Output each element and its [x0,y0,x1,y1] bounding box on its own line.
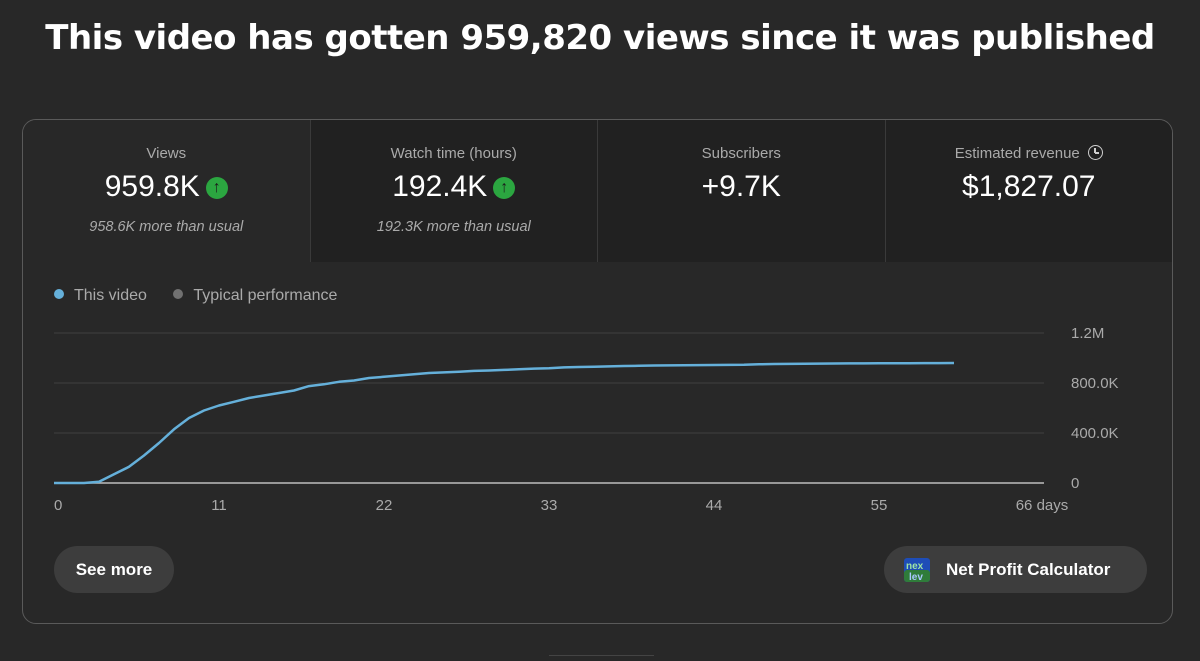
metric-note: 958.6K more than usual [89,219,244,235]
logo-text-top: nex [906,561,924,572]
arrow-up-icon: ↑ [205,177,228,199]
clock-icon[interactable] [1087,145,1103,160]
metric-tab-subscribers[interactable]: Subscribers +9.7K [598,120,886,262]
series-line-this-video [54,361,955,485]
legend-item-this-video[interactable]: This video [54,287,147,304]
legend-dot [173,289,184,299]
legend-label: This video [74,287,147,304]
x-tick-label: 22 [376,497,393,514]
bottom-divider [549,655,654,656]
legend-label: Typical performance [193,287,338,304]
y-tick-label: 0 [1071,475,1079,492]
legend-item-typical[interactable]: Typical performance [173,287,337,304]
x-tick-label: 44 [706,497,723,514]
x-tick-label: 55 [871,497,888,514]
y-tick-label: 800.0K [1071,375,1119,392]
metric-note: 192.3K more than usual [376,219,531,235]
views-line-chart[interactable]: 0 400.0K 800.0K 1.2M 0 11 22 33 44 55 66 days [23,120,1173,540]
metric-value: 959.8K ↑ [23,170,310,204]
chart-legend: This video Typical performance [54,287,359,305]
x-tick-label: 0 [54,497,62,514]
metric-label: Watch time (hours) [390,145,517,162]
metric-tab-watch-time[interactable]: Watch time (hours) 192.4K ↑ 192.3K more t… [310,120,598,262]
y-tick-label: 1.2M [1071,325,1104,342]
metric-value: +9.7K [701,170,781,203]
metric-tab-views[interactable]: Views 959.8K ↑ 958.6K more than usual [23,120,311,262]
analytics-card: Views 959.8K ↑ 958.6K more than usual Wat… [22,119,1173,624]
metric-value: $1,827.07 [962,170,1096,203]
metric-label: Views [146,145,187,162]
x-tick-label: 66 days [1016,497,1069,514]
nexlev-logo-icon: nex lev [904,558,930,582]
metric-tab-revenue[interactable]: Estimated revenue $1,827.07 [885,120,1173,262]
see-more-button[interactable]: See more [54,546,174,593]
y-tick-label: 400.0K [1071,425,1119,442]
metrics-row: Views 959.8K ↑ 958.6K more than usual Wat… [23,120,1172,262]
net-profit-calculator-button[interactable]: nex lev Net Profit Calculator [884,546,1147,593]
logo-text-bottom: lev [909,572,923,582]
x-tick-label: 11 [211,497,227,514]
arrow-up-icon: ↑ [493,177,516,199]
x-tick-label: 33 [541,497,558,514]
metric-label: Subscribers [701,145,781,162]
legend-dot [54,289,64,299]
metric-label: Estimated revenue [886,145,1173,162]
metric-value: 192.4K ↑ [311,170,598,204]
page-headline: This video has gotten 959,820 views sinc… [45,18,1155,58]
net-profit-label: Net Profit Calculator [946,560,1111,579]
